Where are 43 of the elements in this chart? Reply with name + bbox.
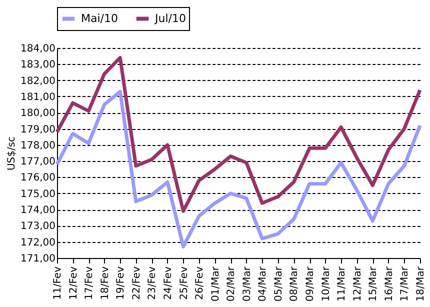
x-tick-label: 04/Mar [258, 266, 269, 302]
y-tick-label: 182,00 [20, 76, 56, 87]
x-tick-label: 10/Mar [320, 266, 332, 302]
x-tick-label: 11/Fev [52, 266, 64, 300]
x-tick-label: 17/Fev [84, 266, 96, 300]
y-tick-label: 176,00 [20, 172, 56, 184]
y-tick-label: 172,00 [20, 237, 56, 248]
x-tick-label: 01/Mar [210, 266, 222, 302]
x-tick-label: 22/Fev [131, 266, 142, 300]
x-tick-label: 24/Fev [162, 266, 174, 300]
x-tick-label: 12/Mar [352, 266, 364, 302]
y-tick-label: 177,00 [20, 156, 56, 168]
x-tick-label: 16/Mar [384, 266, 395, 302]
x-tick-label: 09/Mar [305, 266, 316, 302]
x-tick-label: 08/Mar [289, 266, 300, 302]
y-tick-label: 180,00 [20, 108, 56, 120]
y-tick-label: 179,00 [20, 124, 56, 136]
y-tick-label: 184,00 [20, 44, 56, 54]
legend-label: Mai/10 [81, 12, 118, 25]
x-tick-label: 03/Mar [242, 266, 253, 302]
line-series [55, 56, 422, 213]
x-tick-label: 25/Fev [178, 266, 190, 300]
x-tick-label: 18/Mar [416, 266, 426, 302]
legend-label: Jul/10 [154, 12, 186, 25]
y-tick-label: 175,00 [20, 188, 56, 200]
y-axis-title: US$/sc [6, 136, 18, 171]
y-tick-label: 174,00 [20, 205, 56, 216]
x-tick-label: 26/Fev [194, 266, 206, 300]
x-tick-label: 05/Mar [273, 266, 284, 302]
x-tick-label: 12/Fev [68, 266, 80, 300]
y-tick-label: 181,00 [20, 92, 56, 103]
x-tick-label: 02/Mar [226, 266, 238, 302]
x-tick-label: 23/Fev [147, 266, 158, 300]
x-tick-label: 18/Fev [100, 266, 111, 300]
y-tick-label: 183,00 [20, 60, 56, 71]
x-tick-label: 11/Mar [336, 266, 348, 302]
x-tick-label: 15/Mar [368, 266, 380, 302]
x-tick-label: 19/Fev [116, 266, 127, 300]
x-tick-label: 17/Mar [400, 266, 411, 302]
y-tick-label: 173,00 [20, 221, 56, 232]
y-tick-label: 178,00 [20, 140, 56, 152]
line-series [55, 90, 422, 248]
y-tick-label: 171,00 [20, 254, 56, 264]
